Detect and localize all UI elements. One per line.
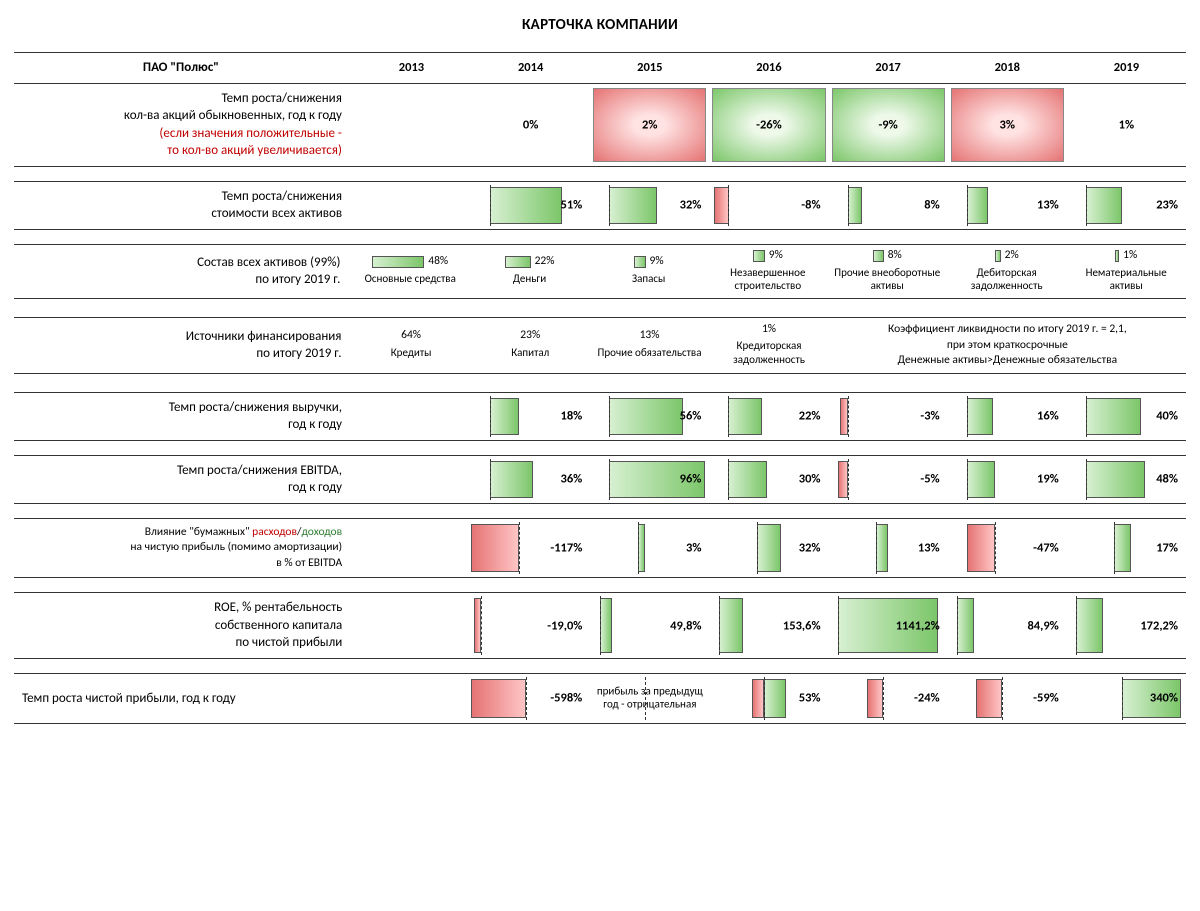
shares-cell-3: -26%	[709, 83, 828, 166]
comp-0: 48%Основные средства	[350, 244, 469, 298]
np-5: -59%	[948, 673, 1067, 723]
eb-4: -5%	[829, 455, 948, 503]
eb-1: 36%	[471, 455, 590, 503]
ag-6: 23%	[1067, 181, 1186, 229]
ro-2: 49,8%	[590, 593, 709, 659]
year-3: 2016	[709, 53, 828, 84]
eb-5: 19%	[948, 455, 1067, 503]
shares-cell-0	[352, 83, 471, 166]
table-funding: Источники финансирования по итогу 2019 г…	[14, 317, 1186, 374]
eb-3: 30%	[709, 455, 828, 503]
row-assets-comp: Состав всех активов (99%) по итогу 2019 …	[14, 244, 1186, 298]
eb-0	[352, 455, 471, 503]
np-6: 340%	[1067, 673, 1186, 723]
ro-4: 1141,2%	[829, 593, 948, 659]
table-netprofit: Темп роста чистой прибыли, год к году -5…	[14, 673, 1186, 724]
shares-cell-6: 1%	[1067, 83, 1186, 166]
fund-0: 64%Кредиты	[351, 318, 470, 374]
year-1: 2014	[471, 53, 590, 84]
table-roe: ROE, % рентабельность собственного капит…	[14, 592, 1186, 659]
pp-6: 17%	[1067, 518, 1186, 578]
ag-2: 32%	[590, 181, 709, 229]
rv-1: 18%	[471, 392, 590, 440]
row-paper-label: Влияние "бумажных" расходов/доходов на ч…	[14, 518, 352, 578]
shares-cell-1: 0%	[471, 83, 590, 166]
ro-0	[352, 593, 471, 659]
table-assets-growth: Темп роста/снижения стоимости всех актив…	[14, 181, 1186, 230]
row-funding-label: Источники финансирования по итогу 2019 г…	[14, 318, 351, 374]
np-4: -24%	[829, 673, 948, 723]
np-2: прибыль за предыдущ год - отрицательная	[590, 673, 709, 723]
page-title: КАРТОЧКА КОМПАНИИ	[14, 16, 1186, 34]
row-roe-label: ROE, % рентабельность собственного капит…	[14, 593, 352, 659]
fund-note: Коэффициент ликвидности по итогу 2019 г.…	[829, 318, 1186, 374]
comp-6: 1%Нематериальные активы	[1066, 244, 1186, 298]
fund-3: 1%Кредиторская задолженность	[709, 318, 829, 374]
row-ebitda: Темп роста/снижения EBITDA, год к году 3…	[14, 455, 1186, 503]
rv-3: 22%	[709, 392, 828, 440]
comp-5: 2%Дебиторская задолженность	[947, 244, 1066, 298]
ag-3: -8%	[709, 181, 828, 229]
pp-1: -117%	[471, 518, 590, 578]
pp-4: 13%	[829, 518, 948, 578]
rv-0	[352, 392, 471, 440]
comp-2: 9%Запасы	[589, 244, 708, 298]
table-ebitda: Темп роста/снижения EBITDA, год к году 3…	[14, 455, 1186, 504]
ag-0	[352, 181, 471, 229]
row-shares-label: Темп роста/снижения кол-ва акций обыкнов…	[14, 83, 352, 166]
company-name: ПАО "Полюс"	[14, 53, 352, 84]
row-revenue: Темп роста/снижения выручки, год к году …	[14, 392, 1186, 440]
table-paper: Влияние "бумажных" расходов/доходов на ч…	[14, 518, 1186, 579]
pp-2: 3%	[590, 518, 709, 578]
np-3: 53%	[709, 673, 828, 723]
ag-4: 8%	[829, 181, 948, 229]
rv-2: 56%	[590, 392, 709, 440]
eb-2: 96%	[590, 455, 709, 503]
row-shares-warn: (если значения положительные - то кол-во…	[159, 126, 341, 159]
row-shares: Темп роста/снижения кол-ва акций обыкнов…	[14, 83, 1186, 166]
row-assets-growth: Темп роста/снижения стоимости всех актив…	[14, 181, 1186, 229]
shares-cell-2: 2%	[590, 83, 709, 166]
ro-3: 153,6%	[710, 593, 829, 659]
ro-6: 172,2%	[1067, 593, 1186, 659]
row-paper: Влияние "бумажных" расходов/доходов на ч…	[14, 518, 1186, 578]
pp-3: 32%	[709, 518, 828, 578]
ro-1: -19,0%	[471, 593, 590, 659]
header-row: ПАО "Полюс" 2013 2014 2015 2016 2017 201…	[14, 53, 1186, 84]
row-ebitda-label: Темп роста/снижения EBITDA, год к году	[14, 455, 352, 503]
comp-3: 9%Незавершенное строительство	[708, 244, 827, 298]
np-0	[352, 673, 471, 723]
fund-2: 13%Прочие обязательства	[590, 318, 709, 374]
ag-5: 13%	[948, 181, 1067, 229]
eb-6: 48%	[1067, 455, 1186, 503]
year-6: 2019	[1067, 53, 1186, 84]
rv-5: 16%	[948, 392, 1067, 440]
rv-4: -3%	[829, 392, 948, 440]
np-1: -598%	[471, 673, 590, 723]
pp-5: -47%	[948, 518, 1067, 578]
row-assets-comp-label: Состав всех активов (99%) по итогу 2019 …	[14, 244, 350, 298]
row-netprofit: Темп роста чистой прибыли, год к году -5…	[14, 673, 1186, 723]
row-revenue-label: Темп роста/снижения выручки, год к году	[14, 392, 352, 440]
fund-1: 23%Капитал	[471, 318, 590, 374]
year-4: 2017	[829, 53, 948, 84]
row-funding: Источники финансирования по итогу 2019 г…	[14, 318, 1186, 374]
year-5: 2018	[948, 53, 1067, 84]
year-2: 2015	[590, 53, 709, 84]
ro-5: 84,9%	[948, 593, 1067, 659]
year-0: 2013	[352, 53, 471, 84]
table-assets-comp: Состав всех активов (99%) по итогу 2019 …	[14, 244, 1186, 299]
ag-1: 51%	[471, 181, 590, 229]
shares-cell-5: 3%	[948, 83, 1067, 166]
table-revenue: Темп роста/снижения выручки, год к году …	[14, 392, 1186, 441]
row-roe: ROE, % рентабельность собственного капит…	[14, 593, 1186, 659]
pp-0	[352, 518, 471, 578]
shares-cell-4: -9%	[829, 83, 948, 166]
row-netprofit-label: Темп роста чистой прибыли, год к году	[14, 673, 352, 723]
comp-4: 8%Прочие внеоборотные активы	[828, 244, 947, 298]
comp-1: 22%Деньги	[470, 244, 589, 298]
rv-6: 40%	[1067, 392, 1186, 440]
row-assets-growth-label: Темп роста/снижения стоимости всех актив…	[14, 181, 352, 229]
table-shares: ПАО "Полюс" 2013 2014 2015 2016 2017 201…	[14, 52, 1186, 167]
